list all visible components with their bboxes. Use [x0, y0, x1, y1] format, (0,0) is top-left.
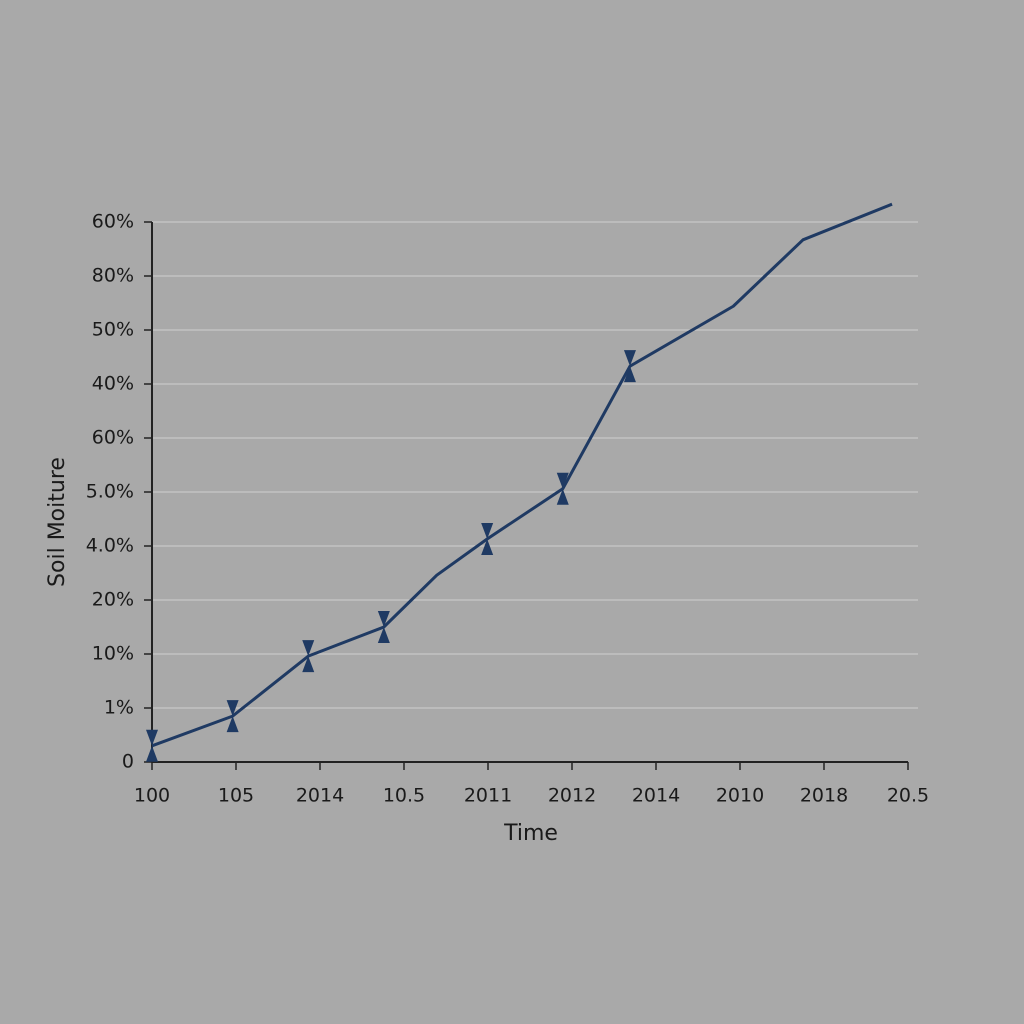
x-tick-label: 10.5 [383, 785, 425, 807]
x-tick-label: 2018 [800, 785, 848, 807]
y-tick-label: 10% [92, 643, 134, 665]
data-marker [556, 472, 569, 505]
data-marker [481, 522, 494, 555]
y-tick-label: 5.0% [86, 481, 134, 503]
x-tick-label: 2011 [464, 785, 512, 807]
y-tick-label: 4.0% [86, 535, 134, 557]
x-tick-label: 100 [134, 785, 170, 807]
y-tick-label: 0 [122, 751, 134, 773]
y-tick-label: 60% [92, 211, 134, 233]
y-tick-label: 50% [92, 319, 134, 341]
data-marker [623, 350, 636, 383]
data-marker [377, 611, 390, 643]
data-marker [146, 729, 158, 762]
y-tick-label: 60% [92, 427, 134, 449]
x-tick-label: 2012 [548, 785, 596, 807]
y-tick-label: 1% [104, 697, 134, 719]
x-axis-label: Time [503, 821, 558, 846]
x-tick-label: 2014 [632, 785, 680, 807]
x-tick-label: 20.5 [887, 785, 929, 807]
y-tick-label: 40% [92, 373, 134, 395]
y-tick-label: 80% [92, 265, 134, 287]
y-axis-label: Soil Moiture [45, 457, 70, 587]
data-marker [302, 640, 315, 673]
data-marker [226, 700, 239, 733]
y-tick-label: 20% [92, 589, 134, 611]
series-line [151, 202, 893, 748]
x-tick-label: 2010 [716, 785, 764, 807]
x-tick-label: 105 [218, 785, 254, 807]
x-tick-label: 2014 [296, 785, 344, 807]
